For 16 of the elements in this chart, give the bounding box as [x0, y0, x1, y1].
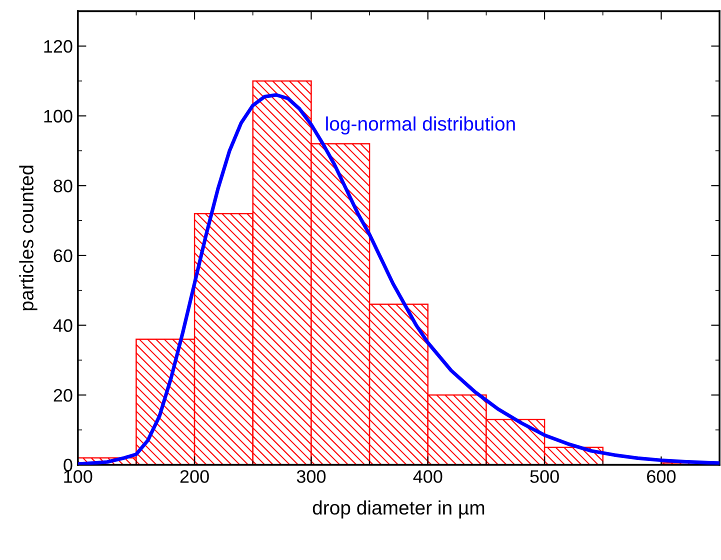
x-tick-label: 400 — [413, 470, 442, 483]
series-label: log-normal distribution — [326, 116, 515, 135]
x-tick-label: 500 — [530, 470, 559, 483]
y-tick-label: 0 — [64, 458, 72, 472]
y-tick-label: 60 — [54, 249, 72, 262]
y-tick-label: 20 — [54, 388, 72, 402]
x-tick-label: 600 — [647, 470, 676, 483]
x-axis-title: drop diameter in µm — [312, 500, 484, 519]
x-tick-label: 200 — [180, 470, 209, 483]
x-tick-label: 100 — [64, 470, 92, 483]
y-axis-title: particles counted — [19, 166, 38, 310]
y-tick-label: 120 — [44, 40, 72, 53]
y-tick-label: 100 — [44, 110, 72, 123]
x-tick-label: 300 — [296, 470, 326, 483]
y-tick-label: 40 — [53, 319, 72, 332]
y-tick-label: 80 — [54, 180, 72, 192]
